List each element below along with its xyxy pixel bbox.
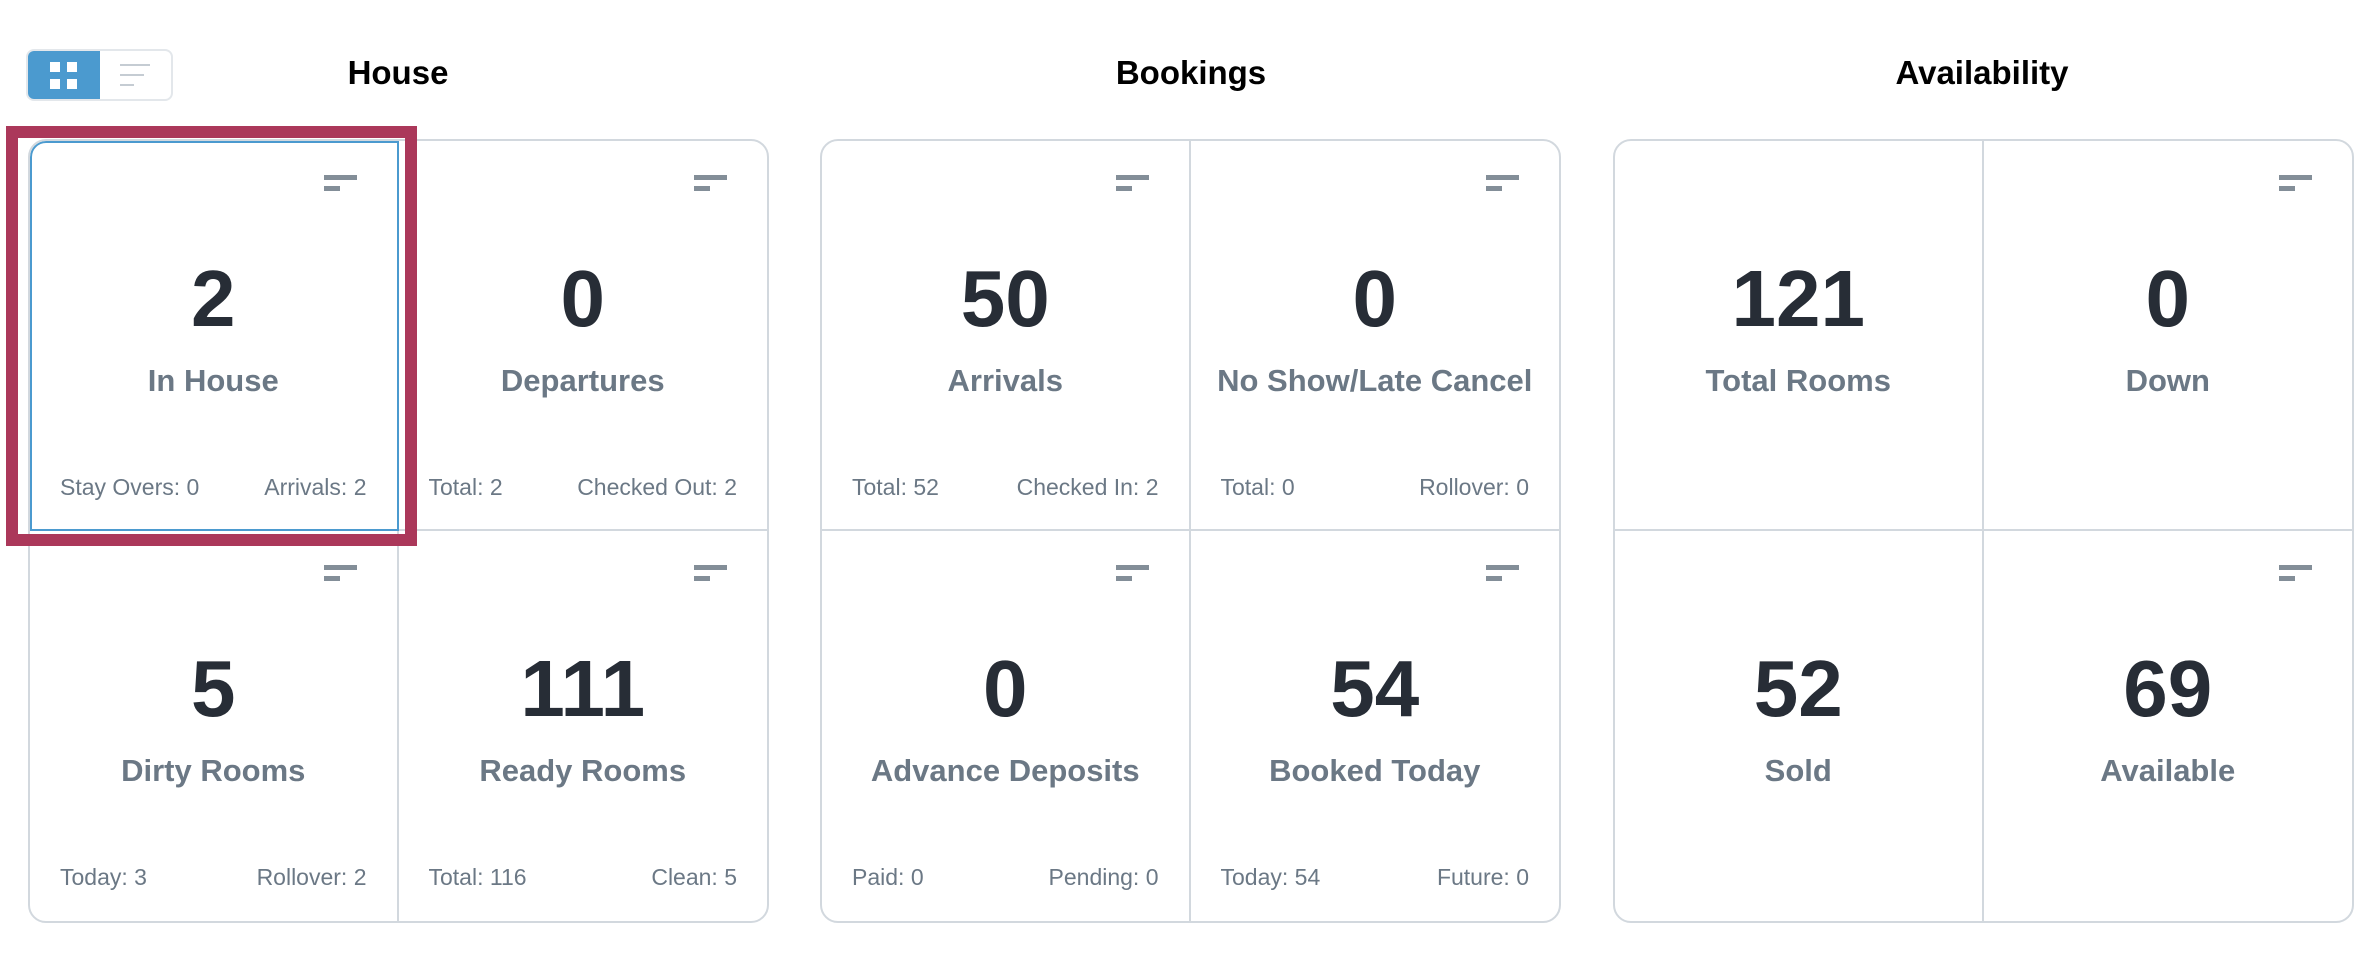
card-value: 0 <box>1352 254 1398 343</box>
card-value: 2 <box>191 254 236 343</box>
card-value: 0 <box>2145 254 2191 343</box>
footer-stat: Arrivals: 2 <box>264 474 367 500</box>
filter-icon[interactable] <box>323 565 357 583</box>
filter-icon[interactable] <box>1486 565 1519 583</box>
footer-stat: Pending: 0 <box>1048 864 1159 890</box>
filter-icon[interactable] <box>1115 565 1149 583</box>
card-label: Advance Deposits <box>870 753 1140 788</box>
card-total-rooms[interactable]: 121 Total Rooms <box>1615 141 1984 531</box>
card-sold[interactable]: 52 Sold <box>1615 531 1984 921</box>
card-departures[interactable]: 0 Departures Total: 2 Checked Out: 2 <box>398 141 767 531</box>
grid-view-button[interactable] <box>28 51 100 99</box>
card-down[interactable]: 0 Down <box>1983 141 2352 531</box>
section-title-bookings: Bookings <box>1115 54 1267 91</box>
card-footer: Today: 3 Rollover: 2 <box>60 864 367 891</box>
footer-stat: Rollover: 2 <box>256 864 367 890</box>
footer-stat: Stay Overs: 0 <box>60 474 200 500</box>
card-footer: Today: 54 Future: 0 <box>1221 864 1530 891</box>
filter-icon[interactable] <box>694 175 727 193</box>
footer-stat: Future: 0 <box>1436 864 1529 890</box>
card-value: 5 <box>191 644 236 733</box>
card-value: 54 <box>1330 644 1420 733</box>
card-label: Booked Today <box>1269 753 1481 788</box>
card-footer: Paid: 0 Pending: 0 <box>852 864 1159 891</box>
card-advance-deposits[interactable]: 0 Advance Deposits Paid: 0 Pending: 0 <box>822 531 1191 921</box>
card-value: 111 <box>520 644 646 733</box>
card-label: Ready Rooms <box>479 753 687 788</box>
card-label: In House <box>147 363 279 398</box>
footer-stat: Total: 116 <box>428 864 527 890</box>
card-label: Down <box>2125 363 2210 398</box>
footer-stat: Rollover: 0 <box>1419 474 1529 500</box>
card-footer: Total: 2 Checked Out: 2 <box>429 474 738 501</box>
card-arrivals[interactable]: 50 Arrivals Total: 52 Checked In: 2 <box>822 141 1191 531</box>
section-title-availability: Availability <box>1895 54 2069 91</box>
grid-icon <box>50 61 78 89</box>
card-value: 0 <box>560 254 606 343</box>
panel-bookings: 50 Arrivals Total: 52 Checked In: 2 0 No Show… <box>820 139 1561 923</box>
view-toggle <box>26 49 173 101</box>
card-footer: Stay Overs: 0 Arrivals: 2 <box>60 474 367 501</box>
card-label: Departures <box>500 363 665 398</box>
card-in-house[interactable]: 2 In House Stay Overs: 0 Arrivals: 2 <box>30 141 399 531</box>
footer-stat: Today: 54 <box>1220 864 1321 890</box>
footer-stat: Checked In: 2 <box>1016 474 1159 500</box>
filter-icon[interactable] <box>1115 175 1149 193</box>
card-value: 121 <box>1731 254 1865 343</box>
filter-icon[interactable] <box>694 565 727 583</box>
card-dirty-rooms[interactable]: 5 Dirty Rooms Today: 3 Rollover: 2 <box>30 531 399 921</box>
card-ready-rooms[interactable]: 111 Ready Rooms Total: 116 Clean: 5 <box>399 531 768 921</box>
filter-icon[interactable] <box>323 175 357 193</box>
card-footer: Total: 116 Clean: 5 <box>429 864 738 891</box>
filter-icon[interactable] <box>2279 565 2312 583</box>
footer-stat: Total: 0 <box>1220 474 1295 500</box>
card-label: No Show/Late Cancel <box>1217 363 1533 398</box>
filter-icon[interactable] <box>1486 175 1519 193</box>
list-view-button[interactable] <box>100 51 172 99</box>
card-label: Total Rooms <box>1705 363 1891 398</box>
card-value: 50 <box>960 254 1050 343</box>
panel-house: 2 In House Stay Overs: 0 Arrivals: 2 0 Depart… <box>28 139 769 923</box>
footer-stat: Paid: 0 <box>852 864 924 890</box>
footer-stat: Checked Out: 2 <box>577 474 737 500</box>
card-value: 69 <box>2123 644 2213 733</box>
card-no-show-late-cancel[interactable]: 0 No Show/Late Cancel Total: 0 Rollover: 0 <box>1190 141 1559 531</box>
footer-stat: Today: 3 <box>60 864 147 890</box>
card-label: Sold <box>1764 753 1832 788</box>
section-title-house: House <box>347 54 449 91</box>
panel-availability: 121 Total Rooms 0 Down 52 Sold 69 Available <box>1613 139 2354 923</box>
card-booked-today[interactable]: 54 Booked Today Today: 54 Future: 0 <box>1191 531 1560 921</box>
card-value: 0 <box>983 644 1028 733</box>
card-footer: Total: 52 Checked In: 2 <box>852 474 1159 501</box>
card-label: Arrivals <box>947 363 1063 398</box>
filter-icon[interactable] <box>2279 175 2312 193</box>
card-label: Available <box>2100 753 2236 788</box>
footer-stat: Clean: 5 <box>651 864 737 890</box>
footer-stat: Total: 52 <box>852 474 939 500</box>
footer-stat: Total: 2 <box>428 474 503 500</box>
card-available[interactable]: 69 Available <box>1984 531 2353 921</box>
card-footer: Total: 0 Rollover: 0 <box>1221 474 1530 501</box>
card-value: 52 <box>1753 644 1843 733</box>
list-icon <box>120 64 151 86</box>
card-label: Dirty Rooms <box>121 753 306 788</box>
